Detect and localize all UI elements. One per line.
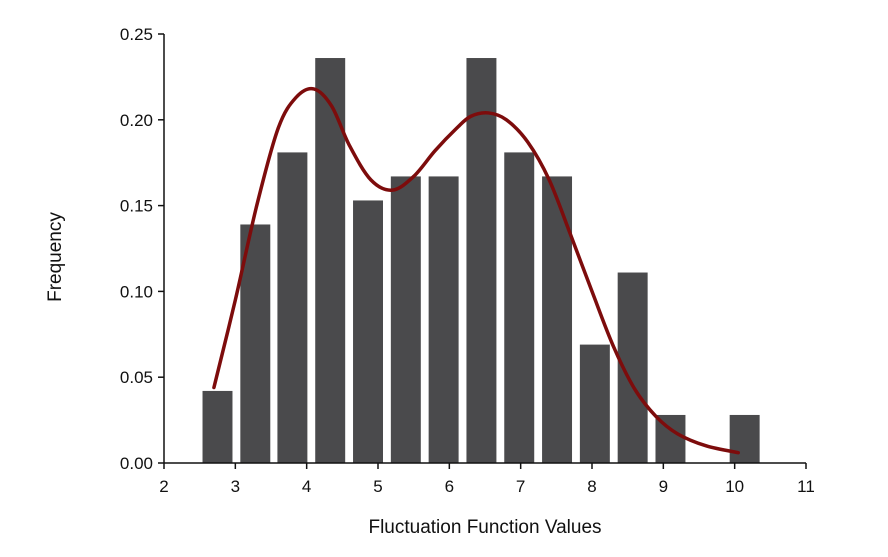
histogram-bar	[277, 152, 308, 464]
histogram-bar	[315, 58, 346, 464]
x-tick-label: 10	[725, 477, 744, 496]
y-tick-label: 0.20	[120, 111, 153, 130]
x-tick-label: 11	[797, 477, 815, 496]
density-curve	[212, 86, 740, 455]
x-tick-label: 2	[159, 477, 168, 496]
y-tick-label: 0.00	[120, 454, 153, 473]
x-tick-label: 6	[445, 477, 454, 496]
y-tick-label: 0.05	[120, 368, 153, 387]
bars-layer	[202, 58, 760, 464]
x-tick-label: 3	[231, 477, 240, 496]
histogram-bar	[240, 224, 271, 463]
x-tick-label: 5	[373, 477, 382, 496]
y-tick-label: 0.25	[120, 25, 153, 44]
histogram-bar	[466, 58, 497, 464]
axes-layer: 2 3 4 5 6 7 8 9 10 11 0.00 0.05 0.10 0.15 0.20 0.25	[120, 25, 815, 496]
histogram-bar	[729, 414, 760, 463]
histogram-bar	[428, 176, 459, 464]
histogram-bar	[504, 152, 535, 464]
x-axis-title: Fluctuation Function Values	[368, 517, 601, 538]
histogram-bar	[542, 176, 573, 464]
histogram-bar	[202, 390, 233, 463]
histogram-bar	[579, 344, 610, 463]
x-tick-label: 8	[587, 477, 596, 496]
histogram-bar	[390, 176, 421, 464]
y-tick-label: 0.10	[120, 282, 153, 301]
x-tick-label: 9	[659, 477, 668, 496]
x-tick-label: 7	[516, 477, 525, 496]
density-curve-layer	[212, 86, 740, 455]
y-axis-title: Frequency	[45, 212, 66, 302]
y-tick-label: 0.15	[120, 197, 153, 216]
x-tick-label: 4	[302, 477, 311, 496]
histogram-bar	[353, 200, 383, 463]
